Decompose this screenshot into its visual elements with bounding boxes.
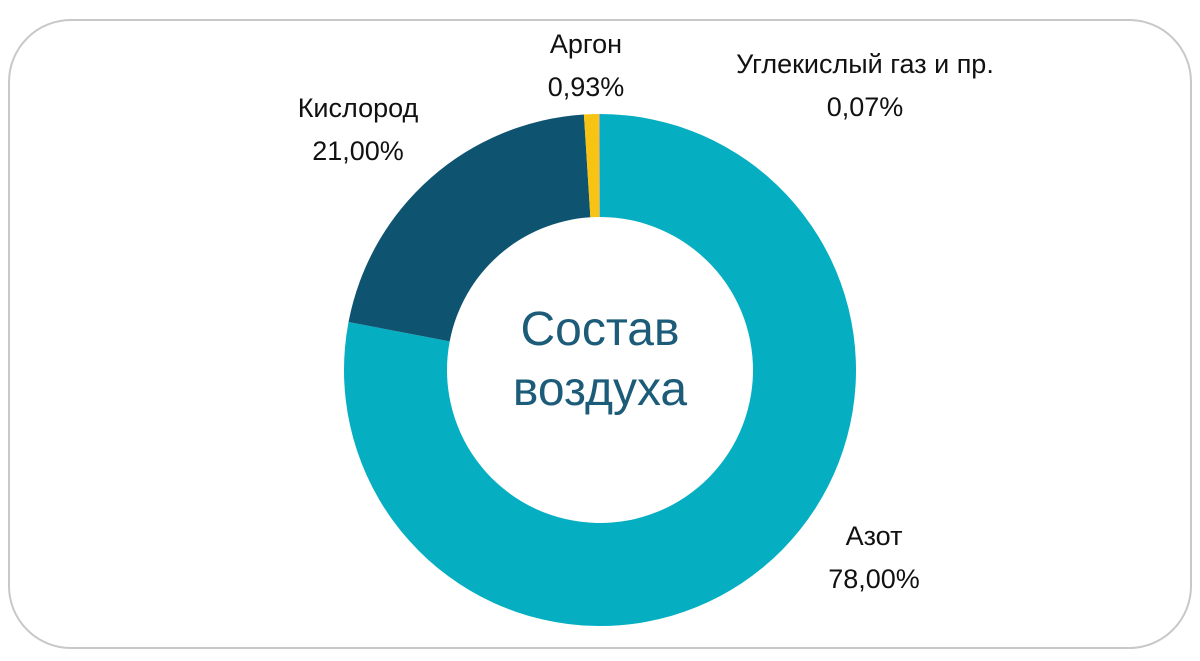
donut-slice [343, 114, 856, 626]
donut-slice [583, 114, 600, 218]
chart-title: Состав воздуха [512, 303, 688, 416]
slice-value-label: 0,07% [827, 92, 904, 122]
slice-label: Аргон [550, 29, 622, 59]
slice-value-label: 21,00% [312, 136, 404, 166]
slice-label: Азот [846, 521, 903, 551]
slice-label: Углекислый газ и пр. [736, 49, 994, 79]
donut-slice [598, 114, 600, 218]
slice-label: Кислород [298, 93, 419, 123]
slice-value-label: 78,00% [828, 564, 920, 594]
donut-slice [348, 114, 591, 342]
frame [8, 19, 1192, 649]
slice-value-label: 0,93% [548, 72, 625, 102]
